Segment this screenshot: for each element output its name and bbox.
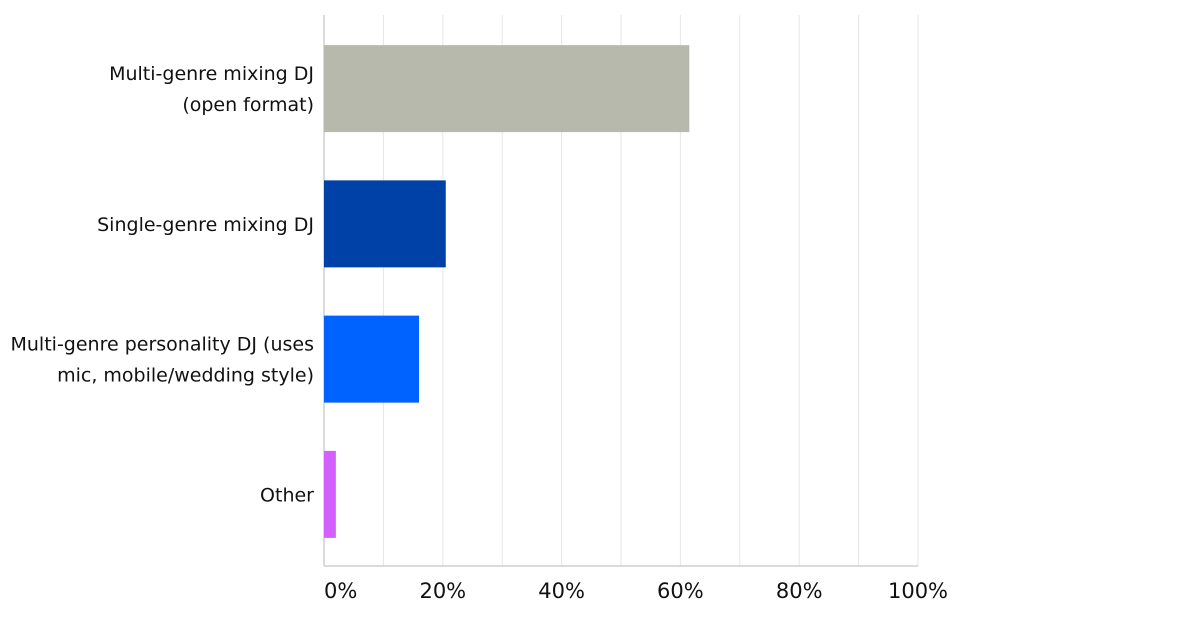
bar [324, 180, 446, 268]
x-tick-label: 100% [888, 579, 948, 603]
bar [324, 45, 690, 133]
category-label: Multi-genre mixing DJ (open format) [109, 63, 314, 116]
bar [324, 450, 336, 538]
bars [324, 45, 690, 538]
category-label: Other [260, 484, 314, 506]
category-label: Single-genre mixing DJ [97, 214, 314, 236]
x-tick-label: 0% [324, 579, 357, 603]
x-tick-label: 60% [657, 579, 704, 603]
x-axis-tick-labels: 0% 20% 40% 60% 80% 100% [324, 579, 948, 603]
x-tick-label: 20% [419, 579, 466, 603]
category-label: Multi-genre personality DJ (uses mic, mob… [11, 334, 315, 387]
x-tick-label: 40% [538, 579, 585, 603]
bar [324, 315, 420, 403]
category-labels: Multi-genre mixing DJ (open format) Single… [11, 63, 315, 506]
x-tick-label: 80% [776, 579, 823, 603]
